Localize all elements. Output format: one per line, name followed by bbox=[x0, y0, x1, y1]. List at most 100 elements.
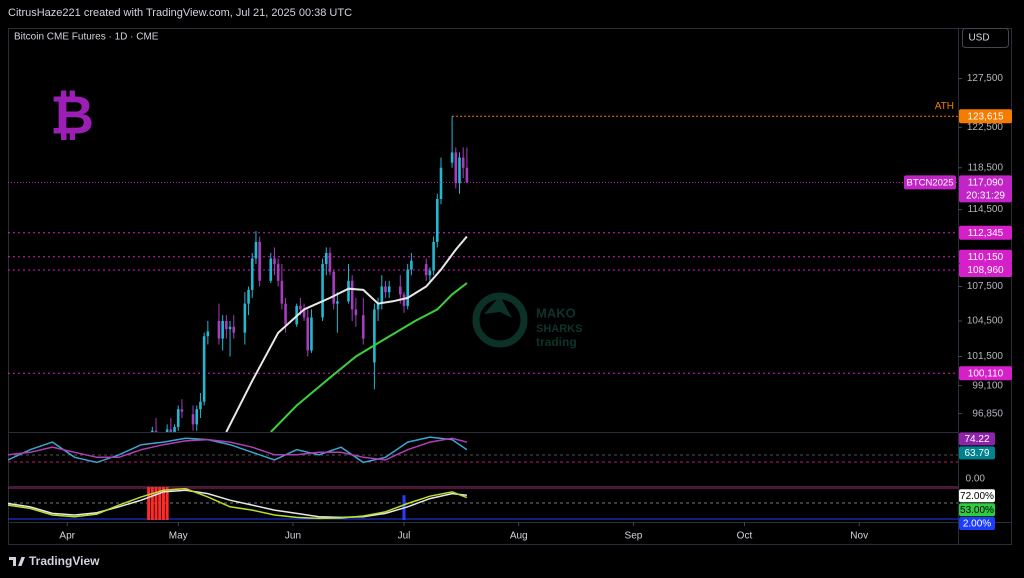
price-tag-label: 110,150 bbox=[968, 252, 1004, 263]
candle-body bbox=[169, 429, 173, 432]
candle-body bbox=[350, 280, 354, 310]
ath-label: ATH bbox=[935, 101, 954, 112]
pane-scale-label: 0.00 bbox=[966, 474, 986, 485]
candle-body bbox=[228, 326, 232, 330]
candle-body bbox=[336, 301, 339, 304]
indicator-tag bbox=[959, 432, 995, 446]
candle-body bbox=[424, 264, 428, 276]
y-tick-label: 99,100 bbox=[972, 380, 1003, 391]
candle-body bbox=[428, 270, 432, 276]
candle-body bbox=[324, 252, 328, 265]
candle-body bbox=[176, 409, 180, 427]
indicator-pane bbox=[8, 487, 468, 520]
price-pane bbox=[8, 115, 958, 432]
candle-body bbox=[321, 264, 324, 318]
indicator-tag bbox=[959, 503, 995, 517]
candle-body bbox=[254, 241, 258, 259]
y-tick-label: 118,500 bbox=[968, 162, 1004, 173]
candle-body bbox=[380, 286, 384, 304]
candle-body bbox=[202, 336, 206, 402]
candle-body bbox=[387, 286, 391, 293]
indicator-tag-label: 53.00% bbox=[960, 505, 994, 516]
candle-body bbox=[173, 426, 176, 432]
histogram-bar bbox=[158, 487, 162, 520]
candle-body bbox=[250, 258, 254, 290]
price-tag-label: 108,960 bbox=[967, 265, 1004, 276]
histogram-bar bbox=[150, 487, 154, 520]
candle-body bbox=[432, 241, 435, 271]
candle-body bbox=[191, 414, 195, 425]
price-tag bbox=[959, 225, 1012, 240]
candle-body bbox=[232, 326, 236, 333]
price-tag-label: 100,110 bbox=[968, 368, 1004, 379]
price-tag bbox=[959, 175, 1012, 203]
candle-body bbox=[165, 429, 169, 432]
x-tick-label: Oct bbox=[737, 531, 753, 542]
candle-body bbox=[247, 289, 250, 304]
candle-body bbox=[225, 320, 228, 330]
y-tick-label: 101,500 bbox=[967, 351, 1004, 362]
candle-body bbox=[221, 320, 224, 339]
candle-body bbox=[180, 409, 184, 412]
candle-body bbox=[154, 430, 158, 432]
x-tick-label: Aug bbox=[510, 531, 528, 542]
candle-body bbox=[439, 167, 443, 200]
brand-word: trading bbox=[536, 335, 577, 349]
price-tag bbox=[959, 249, 1012, 264]
x-tick-label: Nov bbox=[850, 531, 868, 542]
indicator-tag bbox=[959, 446, 995, 460]
price-tag-label: 117,090 bbox=[968, 177, 1004, 188]
candle-body bbox=[258, 241, 261, 281]
candle-body bbox=[361, 315, 365, 339]
candle-body bbox=[299, 305, 302, 310]
candle-body bbox=[347, 280, 350, 302]
candle-body bbox=[398, 286, 402, 295]
tv-icon bbox=[9, 557, 25, 566]
y-tick-label: 114,500 bbox=[968, 204, 1004, 215]
oscillator-line bbox=[8, 487, 468, 520]
axes: 96,850 99,100 101,500 104,500 107,500 114,500… bbox=[59, 73, 1012, 542]
footer: TradingView bbox=[29, 554, 100, 568]
y-tick-label: 122,500 bbox=[967, 122, 1004, 133]
currency[interactable]: USD bbox=[968, 33, 989, 44]
candle-body bbox=[354, 309, 358, 316]
candle-body bbox=[195, 409, 199, 425]
candle-body bbox=[402, 294, 406, 306]
indicator-tag-label: 72.00% bbox=[960, 491, 994, 502]
indicator-tag bbox=[959, 489, 995, 503]
indicator-tag-label: 2.00% bbox=[963, 519, 991, 530]
price-tag-label: 123,615 bbox=[967, 111, 1004, 122]
y-tick-label: 96,850 bbox=[972, 408, 1003, 419]
y-tick-label: 107,500 bbox=[967, 281, 1004, 292]
footer-logo: TradingView bbox=[9, 554, 100, 568]
histogram-bar bbox=[154, 487, 158, 520]
candle-body bbox=[269, 258, 273, 281]
x-tick-label: Jul bbox=[398, 531, 411, 542]
frame bbox=[8, 28, 1012, 545]
moving-average bbox=[225, 235, 468, 432]
oscillator-line bbox=[8, 437, 468, 461]
brand-watermark: MAKO SHARKS trading bbox=[472, 292, 582, 349]
oscillator-line bbox=[8, 436, 468, 464]
candle-body bbox=[465, 167, 469, 183]
candle-body bbox=[199, 401, 202, 410]
candle-body bbox=[410, 260, 413, 270]
countdown: 20:31:29 bbox=[966, 190, 1005, 201]
candle-body bbox=[310, 317, 313, 351]
candle-body bbox=[276, 264, 280, 281]
y-tick-label: 104,500 bbox=[967, 316, 1004, 327]
candle-body bbox=[454, 152, 458, 184]
bitcoin-logo: ₿ bbox=[50, 85, 94, 145]
header: CitrusHaze221 created with TradingView.c… bbox=[8, 7, 352, 19]
candle-body bbox=[284, 303, 287, 325]
oscillator-line bbox=[8, 489, 467, 519]
currency-box[interactable] bbox=[962, 28, 1009, 48]
candle-body bbox=[206, 331, 210, 337]
x-tick-label: Sep bbox=[625, 531, 643, 542]
brand-word: MAKO bbox=[536, 305, 576, 320]
indicator-tag-label: 63.79 bbox=[964, 448, 989, 459]
x-tick-label: May bbox=[169, 531, 188, 542]
candle-body bbox=[450, 152, 454, 163]
